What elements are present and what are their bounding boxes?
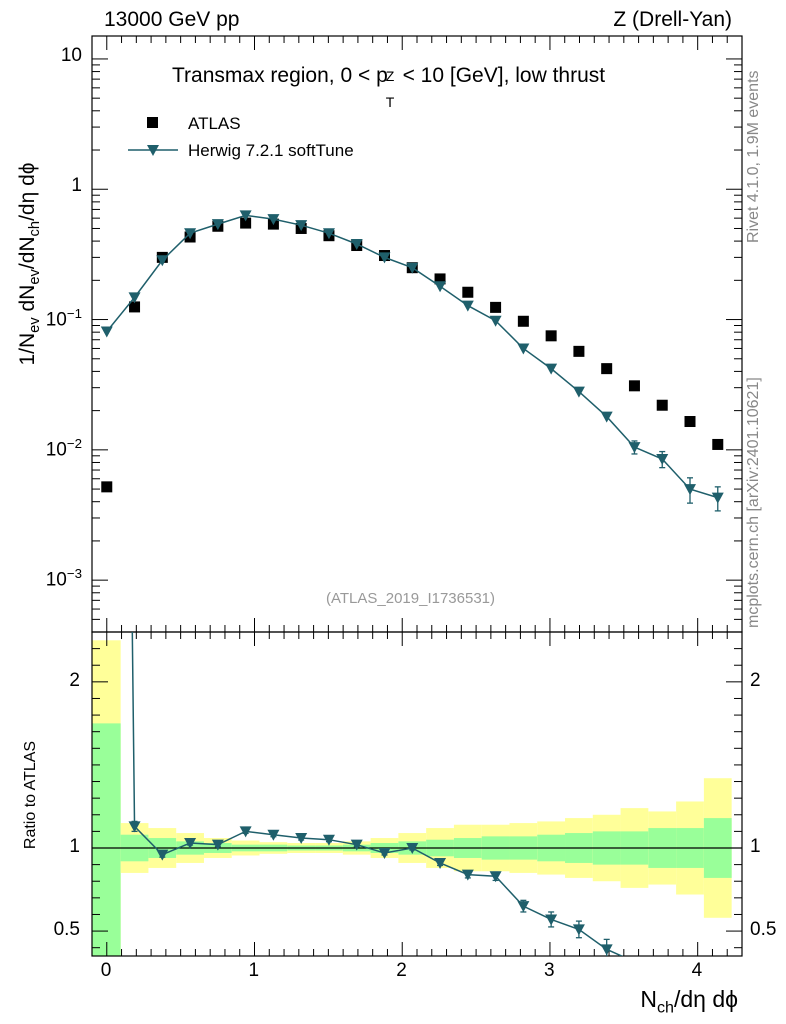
herwig-ratio-point (572, 924, 585, 936)
atlas-point (684, 416, 696, 428)
herwig-point (545, 363, 558, 375)
herwig-point (350, 239, 363, 251)
herwig-ratio-group (128, 632, 624, 956)
atlas-point (601, 363, 613, 375)
x-tick-label: 3 (543, 960, 555, 981)
analysis-id: (ATLAS_2019_I1736531) (326, 590, 496, 607)
herwig-ratio-point (184, 838, 197, 850)
legend-herwig-marker (147, 145, 159, 156)
ratio-tick-label-left: 1 (69, 836, 80, 857)
atlas-point (129, 301, 141, 313)
herwig-ratio-point (239, 826, 252, 838)
herwig-point (267, 214, 280, 226)
y-tick-label: 1 (71, 175, 82, 197)
legend-atlas-marker (147, 117, 158, 128)
herwig-ratio-point (350, 839, 363, 851)
y-tick-label: 10 (60, 44, 82, 66)
y-tick-label: 10−3 (45, 566, 82, 591)
herwig-point (100, 326, 113, 338)
herwig-ratio-point (267, 829, 280, 841)
x-tick-label: 2 (396, 960, 407, 981)
herwig-point (406, 262, 419, 274)
y-tick-label: 10−1 (45, 305, 82, 330)
herwig-point (211, 219, 224, 231)
herwig-point (295, 220, 308, 232)
atlas-point (545, 330, 557, 342)
x-tick-label: 0 (100, 960, 112, 981)
chart-title-a: Transmax region, 0 < p (172, 64, 388, 87)
herwig-point (239, 210, 252, 222)
herwig-point (489, 315, 502, 327)
atlas-point (712, 438, 724, 450)
atlas-point (240, 217, 252, 229)
ratio-tick-label-left: 0.5 (53, 919, 80, 941)
herwig-ratio-point (517, 901, 530, 913)
herwig-point (600, 411, 613, 423)
atlas-point (462, 286, 474, 298)
ratio-frame (91, 631, 743, 957)
herwig-ratio-point (322, 834, 335, 846)
chart-title-b: < 10 [GeV], low thrust (396, 64, 606, 87)
header-left: 13000 GeV pp (104, 8, 240, 31)
y-tick-label: 10−2 (45, 435, 82, 461)
x-axis-label: Nch/dη dϕ (640, 986, 738, 1017)
ratio-tick-label-left: 2 (69, 669, 80, 691)
herwig-point (434, 281, 447, 293)
ratio-tick-label-right: 2 (750, 669, 761, 691)
herwig-point (322, 228, 335, 240)
herwig-ratio-point (156, 849, 169, 861)
herwig-point (378, 252, 391, 264)
herwig-point (156, 255, 169, 267)
legend-atlas-label: ATLAS (188, 114, 241, 133)
herwig-ratio-point (545, 914, 558, 926)
main-frame (91, 35, 743, 633)
chart-title-sub: T (385, 94, 395, 110)
x-tick-label: 4 (691, 960, 703, 981)
herwig-point (128, 292, 141, 304)
herwig-point (461, 300, 474, 312)
herwig-ratio-point (434, 857, 447, 869)
legend-herwig-label: Herwig 7.2.1 softTune (188, 141, 354, 160)
herwig-ratio-point (406, 843, 419, 854)
herwig-point (711, 492, 724, 504)
herwig-ratio-point (295, 833, 308, 845)
atlas-point (490, 301, 502, 313)
herwig-ratio-line (131, 632, 624, 956)
band-stat (92, 723, 121, 956)
herwig-point (656, 454, 669, 466)
herwig-ratio-point (378, 847, 391, 859)
herwig-point (572, 386, 585, 398)
herwig-ratio-point (461, 869, 474, 881)
chart-title-sup: Z (385, 68, 395, 84)
atlas-point (573, 345, 585, 357)
herwig-ratio-point (489, 871, 502, 883)
herwig-point (184, 228, 197, 240)
atlas-point (434, 273, 446, 285)
ratio-tick-label-right: 1 (750, 836, 761, 857)
atlas-point (101, 481, 113, 493)
herwig-ratio-point (600, 944, 613, 956)
herwig-ratio-point (211, 839, 224, 851)
herwig-line (106, 214, 718, 499)
herwig-point (628, 442, 641, 454)
atlas-point (628, 380, 640, 392)
ratio-tick-label-right: 0.5 (750, 919, 777, 941)
header-right: Z (Drell-Yan) (613, 8, 732, 31)
herwig-point (684, 484, 696, 496)
atlas-point (517, 315, 529, 327)
herwig-ratio-point (128, 821, 141, 833)
x-tick-label: 1 (248, 960, 260, 981)
atlas-point (656, 399, 668, 411)
herwig-point (517, 343, 530, 355)
